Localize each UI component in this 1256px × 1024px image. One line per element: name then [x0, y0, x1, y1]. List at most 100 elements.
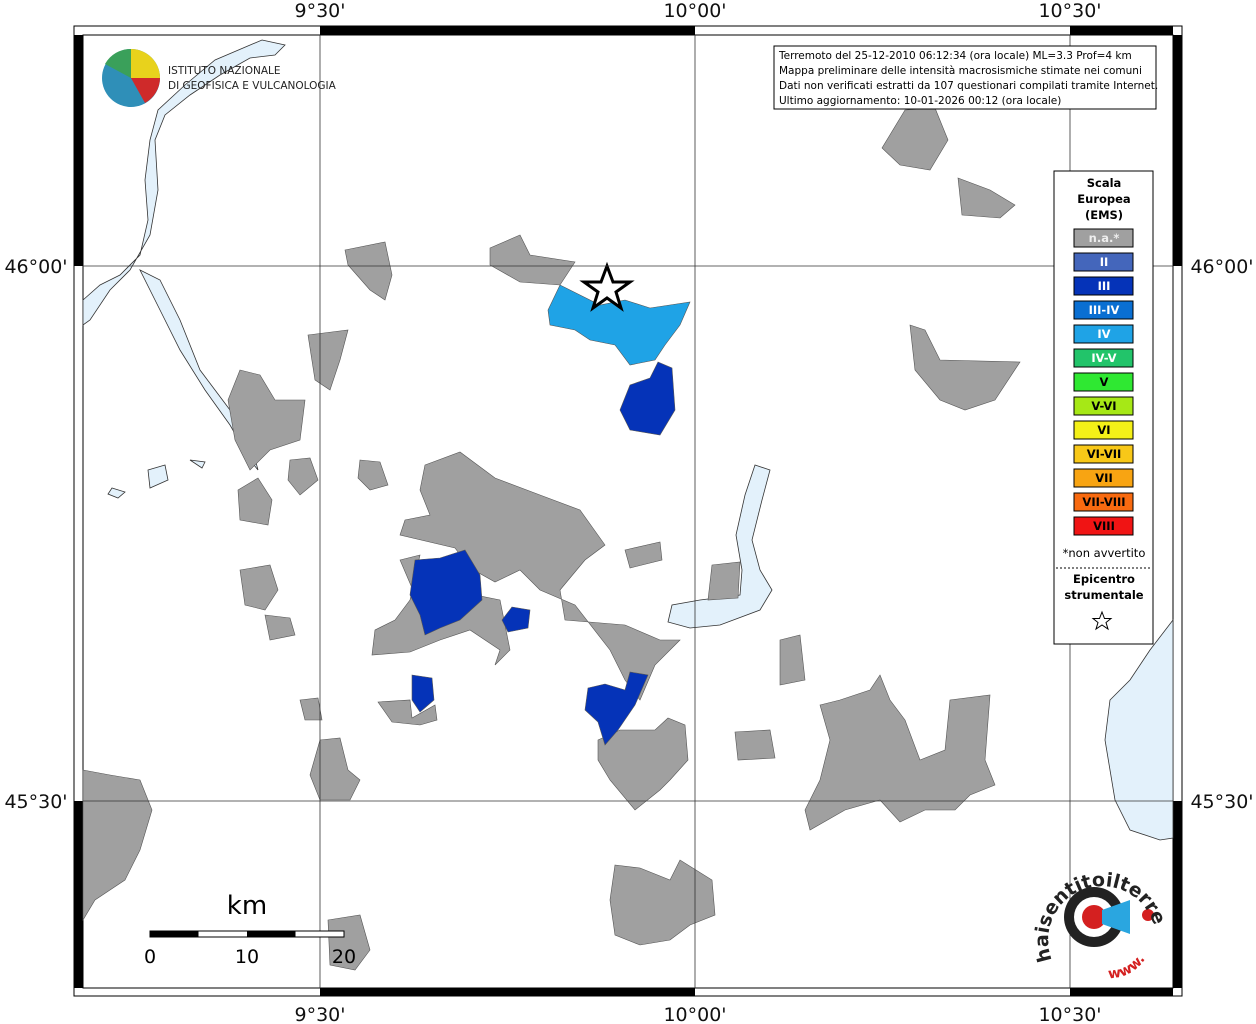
- frame-bar: [1070, 988, 1173, 996]
- frame-bar: [1070, 26, 1173, 35]
- legend-swatch: [1073, 348, 1134, 368]
- municipality: [344, 241, 393, 301]
- municipality: [399, 451, 681, 701]
- legend-swatch: [1073, 420, 1134, 440]
- legend-label: IV: [1097, 327, 1110, 341]
- x-tick-label: 10°30': [1038, 1004, 1101, 1024]
- municipality: [597, 717, 689, 811]
- legend-epicenter: Epicentro: [1073, 572, 1135, 586]
- scale-label: 20: [332, 946, 356, 968]
- legend-swatch: [1073, 300, 1134, 320]
- lake: [1104, 618, 1174, 841]
- legend-star: [1091, 610, 1113, 631]
- legend-label: V-VI: [1091, 399, 1116, 413]
- x-tick-label: 9°30': [295, 0, 346, 22]
- badge-wave: [1102, 900, 1130, 934]
- municipality: [804, 674, 996, 831]
- legend-swatch: [1073, 252, 1134, 272]
- epicenter-star: [579, 261, 635, 312]
- scale-bar-segment: [247, 931, 296, 937]
- municipality: [299, 697, 438, 726]
- legend-label: VIII: [1093, 519, 1115, 533]
- legend-label: VI: [1097, 423, 1110, 437]
- lake: [82, 39, 286, 471]
- municipality: [909, 324, 1021, 411]
- municipality: [287, 457, 319, 496]
- legend-title: Europea: [1077, 192, 1130, 206]
- scale-bar: km 0 10 20: [144, 891, 356, 968]
- municipality: [957, 177, 1016, 219]
- municipality: [327, 914, 371, 971]
- legend-title: (EMS): [1085, 208, 1123, 222]
- legend-swatch: [1073, 324, 1134, 344]
- y-tick-label: 46°00': [4, 256, 67, 278]
- x-tick-label: 10°30': [1038, 0, 1101, 22]
- municipality: [227, 369, 306, 471]
- legend-swatch: [1073, 396, 1134, 416]
- legend-label: VI-VII: [1087, 447, 1122, 461]
- info-line: Dati non verificati estratti da 107 ques…: [779, 80, 1158, 92]
- scale-label: 10: [235, 946, 259, 968]
- municipality: [309, 737, 361, 801]
- legend-swatch: [1073, 372, 1134, 392]
- legend-title: Scala: [1087, 176, 1122, 190]
- legend: Scala Europea (EMS) *non avvertito Epice…: [1056, 176, 1151, 631]
- frame-bar: [1173, 801, 1182, 988]
- municipality: [239, 564, 296, 641]
- municipality-intensity: [619, 361, 676, 436]
- municipality: [357, 459, 389, 491]
- legend-swatch: [1073, 444, 1134, 464]
- legend-swatch: [1073, 276, 1134, 296]
- logo-text: DI GEOFISICA E VULCANOLOGIA: [168, 80, 337, 92]
- municipality: [307, 329, 349, 391]
- legend-label: II: [1100, 255, 1109, 269]
- legend-label: IV-V: [1091, 351, 1116, 365]
- legend-label: VII-VIII: [1082, 495, 1125, 509]
- legend-epicenter: strumentale: [1064, 588, 1143, 602]
- x-tick-label: 10°00': [663, 1004, 726, 1024]
- municipality-intensity: [584, 671, 649, 746]
- frame-bar: [74, 801, 83, 988]
- frame-bar: [320, 988, 695, 996]
- scale-unit: km: [227, 891, 267, 921]
- scale-bar-segment: [150, 931, 199, 937]
- x-tick-label: 9°30': [295, 1004, 346, 1024]
- logo: ISTITUTO NAZIONALE DI GEOFISICA E VULCAN…: [102, 48, 337, 107]
- y-tick-label: 46°00': [1190, 256, 1253, 278]
- lake: [667, 464, 773, 629]
- logo-segment: [131, 49, 160, 78]
- info-line: Terremoto del 25-12-2010 06:12:34 (ora l…: [778, 50, 1132, 62]
- municipality-intensity: [411, 674, 435, 713]
- info-line: Ultimo aggiornamento: 10-01-2026 00:12 (…: [779, 95, 1061, 107]
- legend-label: n.a.*: [1089, 231, 1120, 245]
- municipality-intensity: [409, 549, 483, 636]
- frame-bar: [1173, 35, 1182, 266]
- y-tick-label: 45°30': [4, 791, 67, 813]
- frame-bar: [74, 35, 83, 266]
- logo-segment: [105, 48, 131, 78]
- frame-bar: [320, 26, 695, 35]
- municipality: [734, 634, 806, 761]
- municipality: [624, 541, 741, 601]
- info-line: Mappa preliminare delle intensità macros…: [779, 65, 1142, 77]
- y-tick-label: 45°30': [1190, 791, 1253, 813]
- scale-label: 0: [144, 946, 156, 968]
- frame: [73, 25, 1183, 997]
- badge-target: [1082, 905, 1106, 929]
- municipality: [82, 769, 153, 922]
- municipality-intensity: [501, 606, 531, 633]
- info-box: [773, 45, 1157, 110]
- legend-swatch: [1073, 516, 1134, 536]
- badge-mark: [1142, 909, 1154, 921]
- municipality: [609, 859, 716, 946]
- legend-label: III: [1098, 279, 1111, 293]
- legend-swatch: [1073, 228, 1134, 248]
- municipality: [237, 477, 273, 526]
- municipality: [489, 234, 576, 286]
- legend-note: *non avvertito: [1063, 546, 1146, 560]
- legend-label: VII: [1095, 471, 1112, 485]
- legend-label: III-IV: [1089, 303, 1120, 317]
- logo-text: ISTITUTO NAZIONALE: [168, 65, 281, 77]
- x-tick-label: 10°00': [663, 0, 726, 22]
